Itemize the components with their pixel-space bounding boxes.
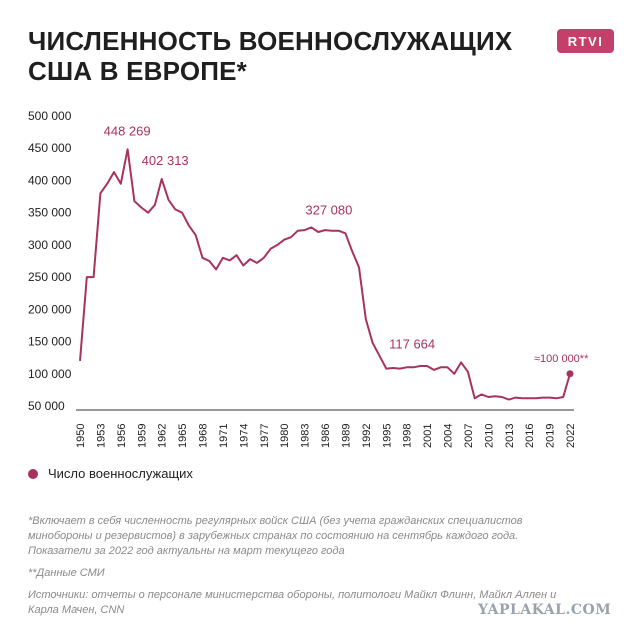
y-tick-label: 50 000 (28, 399, 65, 413)
data-label: 327 080 (305, 202, 352, 217)
watermark-logo: YAPLAKAL.COM (478, 602, 612, 618)
y-tick-label: 450 000 (28, 141, 72, 155)
media-note: **Данные СМИ (28, 567, 105, 579)
x-tick-label: 1995 (381, 424, 393, 448)
x-tick-label: 2022 (565, 424, 577, 448)
x-tick-label: 1956 (116, 424, 128, 448)
x-tick-label: 1971 (218, 424, 230, 448)
point-2022 (566, 370, 574, 378)
x-tick-label: 1992 (361, 424, 373, 448)
x-tick-label: 1950 (75, 424, 87, 448)
rtvi-logo: RTVI (557, 29, 614, 53)
x-tick-label: 1980 (279, 424, 291, 448)
x-tick-label: 1962 (157, 424, 169, 448)
legend-label: Число военнослужащих (48, 466, 193, 481)
data-label: 117 664 (389, 336, 435, 351)
x-tick-label: 1986 (320, 424, 332, 448)
x-tick-label: 2004 (443, 424, 455, 448)
logo-text: RTVI (567, 33, 604, 49)
x-tick-label: 1977 (259, 424, 271, 448)
x-tick-label: 2016 (524, 424, 536, 448)
footnote: *Включает в себя численность регулярных … (28, 515, 523, 557)
x-tick-label: 1959 (136, 424, 148, 448)
x-tick-label: 2019 (545, 424, 557, 448)
data-label: ≈100 000** (534, 353, 589, 365)
sources: Источники: отчеты о персонале министерст… (28, 589, 557, 616)
y-tick-label: 100 000 (28, 367, 72, 381)
x-tick-label: 1974 (238, 424, 250, 448)
chart-title: ЧИСЛЕННОСТЬ ВОЕННОСЛУЖАЩИХ США В ЕВРОПЕ* (28, 26, 548, 86)
x-tick-label: 2007 (463, 424, 475, 448)
x-tick-label: 1998 (402, 424, 414, 448)
legend-marker (28, 468, 38, 479)
title-line-2: США В ЕВРОПЕ* (28, 56, 247, 86)
series-line (79, 148, 571, 401)
x-tick-label: 1968 (198, 424, 210, 448)
y-tick-label: 250 000 (28, 270, 72, 284)
legend: Число военнослужащих (28, 466, 193, 481)
data-label: 402 313 (142, 153, 189, 168)
x-tick-label: 1989 (340, 424, 352, 448)
y-tick-label: 500 000 (28, 109, 72, 123)
y-tick-label: 300 000 (28, 238, 72, 252)
y-tick-label: 200 000 (28, 302, 72, 316)
x-tick-label: 2001 (422, 424, 434, 448)
x-tick-label: 1965 (177, 424, 189, 448)
x-tick-label: 2013 (504, 424, 516, 448)
data-label: 448 269 (104, 123, 151, 138)
notes: *Включает в себя численность регулярных … (28, 514, 558, 625)
x-tick-label: 2010 (483, 424, 495, 448)
title-line-1: ЧИСЛЕННОСТЬ ВОЕННОСЛУЖАЩИХ (28, 26, 513, 56)
y-tick-label: 150 000 (28, 335, 72, 349)
x-tick-label: 1953 (95, 424, 107, 448)
y-tick-label: 400 000 (28, 173, 72, 187)
y-tick-label: 350 000 (28, 206, 72, 220)
x-tick-label: 1983 (300, 424, 312, 448)
